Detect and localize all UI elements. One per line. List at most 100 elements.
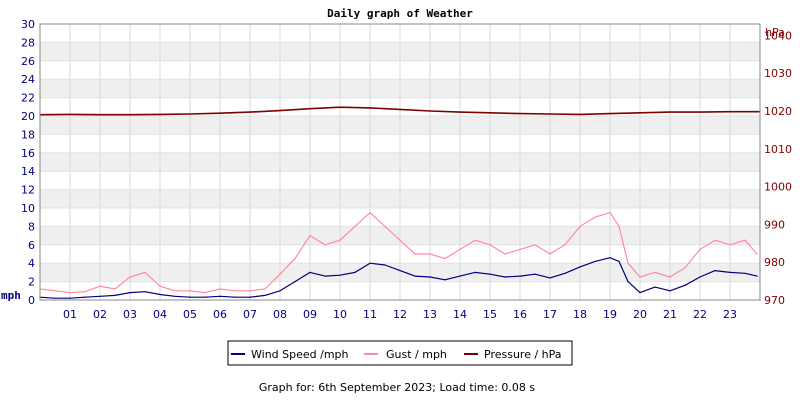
data-point xyxy=(399,269,401,272)
x-tick-label: 12 xyxy=(393,308,407,321)
x-tick-label: 10 xyxy=(333,308,347,321)
data-point xyxy=(339,274,341,276)
data-point xyxy=(414,275,416,277)
x-tick-label: 02 xyxy=(93,308,107,321)
data-point xyxy=(474,239,476,241)
data-point xyxy=(189,296,191,298)
data-point xyxy=(459,275,461,277)
x-tick-label: 17 xyxy=(543,308,557,321)
x-tick-label: 03 xyxy=(123,308,137,321)
data-point xyxy=(309,108,311,110)
data-point xyxy=(459,248,461,250)
left-tick-label: 18 xyxy=(21,128,35,141)
data-point xyxy=(84,291,86,293)
left-tick-label: 28 xyxy=(21,36,35,49)
data-point xyxy=(618,260,620,262)
data-point xyxy=(249,111,251,113)
data-point xyxy=(534,244,536,246)
data-point xyxy=(84,296,86,298)
data-point xyxy=(204,292,206,294)
data-point xyxy=(609,257,611,259)
plot-frame xyxy=(39,23,761,301)
data-point xyxy=(279,273,281,275)
data-point xyxy=(756,275,758,277)
data-point xyxy=(489,244,491,246)
data-point xyxy=(159,293,161,296)
x-tick-label: 23 xyxy=(723,308,737,321)
data-point xyxy=(564,272,566,274)
data-point xyxy=(189,113,191,115)
data-point xyxy=(429,253,431,255)
x-tick-label: 06 xyxy=(213,308,227,321)
left-tick-label: 20 xyxy=(21,110,35,123)
data-point xyxy=(174,295,176,297)
footer-text: Graph for: 6th September 2023; Load time… xyxy=(259,381,536,394)
legend: Wind Speed /mph Gust / mph Pressure / hP… xyxy=(227,340,573,366)
x-tick-label: 21 xyxy=(663,308,677,321)
data-point xyxy=(384,264,386,266)
data-point xyxy=(534,273,536,275)
data-point xyxy=(699,111,701,113)
data-point xyxy=(474,271,476,273)
data-point xyxy=(354,271,356,273)
data-point xyxy=(429,276,431,278)
data-point xyxy=(234,296,236,298)
x-tick-label: 11 xyxy=(363,308,377,321)
data-point xyxy=(444,258,446,260)
left-tick-label: 4 xyxy=(28,257,35,270)
data-point xyxy=(594,260,596,262)
data-point xyxy=(504,253,506,255)
left-tick-label: 0 xyxy=(28,294,35,307)
data-point xyxy=(744,239,746,241)
data-point xyxy=(654,286,656,288)
data-point xyxy=(369,107,371,109)
data-point xyxy=(729,271,731,273)
data-point xyxy=(369,212,371,214)
left-tick-label: 8 xyxy=(28,220,35,233)
data-point xyxy=(219,288,221,290)
data-point xyxy=(129,114,131,116)
data-point xyxy=(369,262,371,264)
right-tick-label: 980 xyxy=(764,256,785,269)
data-point xyxy=(54,290,56,292)
right-tick-label: 990 xyxy=(764,218,785,231)
data-point xyxy=(294,258,296,260)
data-point xyxy=(579,225,581,227)
data-point xyxy=(399,108,401,111)
left-tick-label: 30 xyxy=(21,18,35,31)
data-point xyxy=(324,244,326,246)
series-line-wind-speed xyxy=(39,257,758,299)
x-tick-label: 20 xyxy=(633,308,647,321)
data-point xyxy=(279,109,281,112)
series-line-gust xyxy=(39,212,758,294)
data-point xyxy=(489,112,491,114)
right-tick-label: 970 xyxy=(764,294,785,307)
data-point xyxy=(564,244,566,246)
legend-label-wind: Wind Speed /mph xyxy=(251,348,349,361)
left-axis-unit: mph xyxy=(1,289,21,302)
data-point xyxy=(384,225,386,227)
data-point xyxy=(729,244,731,246)
data-point xyxy=(234,290,236,292)
data-point xyxy=(264,294,266,296)
data-point xyxy=(729,111,731,113)
data-point xyxy=(99,285,101,287)
data-point xyxy=(579,266,581,268)
data-point xyxy=(159,113,161,115)
data-point xyxy=(69,292,71,294)
data-point xyxy=(714,269,716,272)
x-tick-label: 16 xyxy=(513,308,527,321)
data-point xyxy=(399,239,401,241)
data-point xyxy=(69,113,71,115)
data-point xyxy=(414,253,416,255)
data-point xyxy=(339,106,341,108)
data-point xyxy=(549,113,551,115)
right-tick-label: 1020 xyxy=(764,105,792,118)
left-tick-label: 26 xyxy=(21,55,35,68)
data-point xyxy=(639,112,641,114)
x-tick-label: 15 xyxy=(483,308,497,321)
data-point xyxy=(744,272,746,274)
data-point xyxy=(594,216,596,218)
data-point xyxy=(114,294,116,296)
data-point xyxy=(99,295,101,297)
